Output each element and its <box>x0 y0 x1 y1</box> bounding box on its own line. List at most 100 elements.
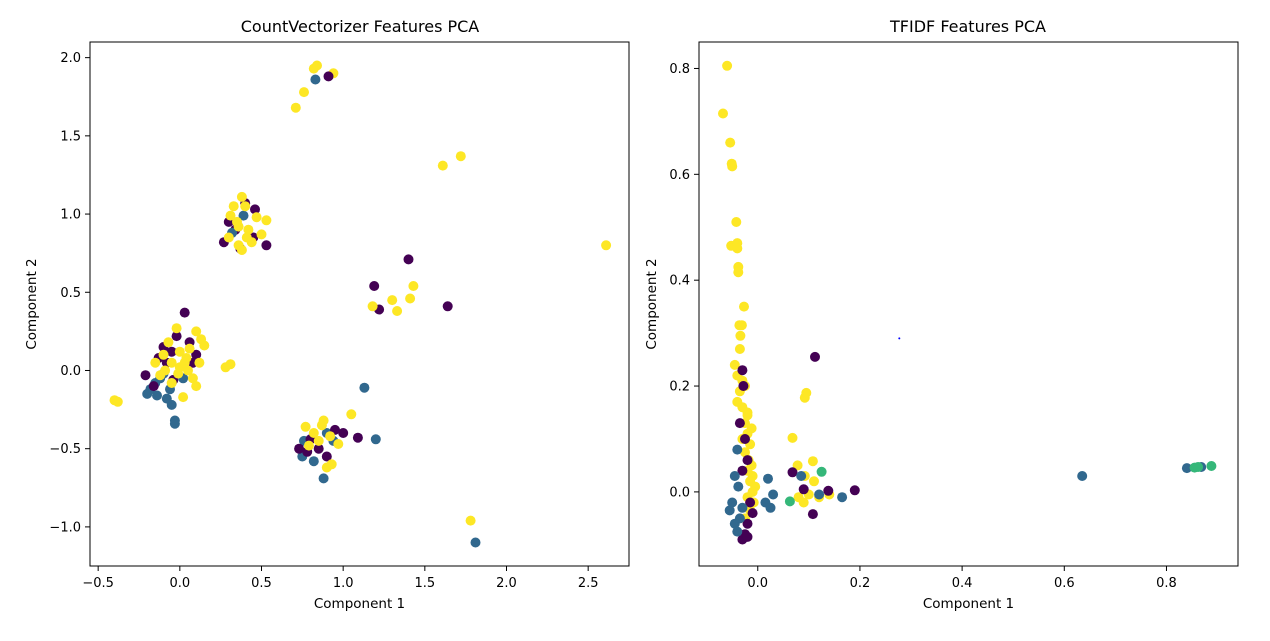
data-point <box>765 502 776 513</box>
y-tick-label: 1.0 <box>60 208 81 223</box>
data-point <box>387 295 398 306</box>
data-point <box>768 489 779 500</box>
data-point <box>739 301 749 312</box>
tfidf-pca-panel: TFIDF Features PCA 0.0 0.2 0.4 0.6 0.8 0.00.… <box>644 17 1239 612</box>
data-point <box>241 232 252 243</box>
axes-frame <box>89 41 630 567</box>
data-point <box>733 267 744 278</box>
data-point <box>346 409 357 420</box>
data-point <box>166 378 177 388</box>
data-point <box>236 245 247 255</box>
data-point <box>807 456 818 467</box>
data-point <box>784 496 795 507</box>
data-point <box>763 473 773 484</box>
data-point <box>742 531 753 542</box>
data-point <box>724 505 735 516</box>
x-tick-label: 1.0 <box>333 576 354 591</box>
data-point <box>727 497 738 508</box>
data-point <box>729 359 740 370</box>
data-point <box>251 212 262 223</box>
data-point <box>735 330 746 341</box>
y-tick-label: 0.0 <box>669 485 690 500</box>
y-axis-ticks: −1.0 −0.5 0.0 0.5 1.0 1.5 2.0 <box>49 51 90 535</box>
data-point <box>228 201 239 212</box>
data-point <box>1206 461 1217 471</box>
data-point <box>849 485 860 496</box>
data-point <box>243 224 254 235</box>
data-point <box>166 346 177 357</box>
data-point <box>392 306 403 316</box>
data-point <box>166 357 177 368</box>
data-point <box>318 415 329 426</box>
data-point <box>408 281 419 291</box>
data-point <box>403 254 414 265</box>
data-point <box>742 410 753 421</box>
data-point <box>225 210 236 221</box>
data-point <box>148 381 159 392</box>
data-point <box>809 476 819 487</box>
data-point <box>261 215 272 226</box>
x-tick-label: 0.5 <box>251 576 272 591</box>
data-point <box>184 343 195 354</box>
data-point <box>179 357 190 368</box>
data-point <box>313 443 324 454</box>
data-point <box>178 392 189 403</box>
data-point <box>740 434 750 444</box>
x-tick-label: 0.2 <box>850 576 871 591</box>
data-point <box>163 337 174 348</box>
x-tick-label: 0.6 <box>1054 576 1075 591</box>
y-tick-label: −1.0 <box>49 520 81 535</box>
x-tick-label: −0.5 <box>82 576 114 591</box>
data-point <box>308 456 319 467</box>
data-point <box>747 508 758 519</box>
data-point <box>405 293 416 304</box>
y-tick-label: 0.8 <box>669 62 690 77</box>
data-point <box>233 221 244 232</box>
data-point <box>738 381 749 391</box>
data-point <box>187 373 198 384</box>
data-point <box>737 465 748 476</box>
data-point <box>321 451 332 462</box>
y-tick-label: 0.0 <box>60 364 81 379</box>
data-point <box>736 320 747 331</box>
data-point <box>796 471 807 481</box>
data-point <box>465 515 476 526</box>
x-tick-label: 0.0 <box>169 576 190 591</box>
data-point <box>727 161 738 172</box>
data-point <box>183 365 193 376</box>
data-point <box>256 229 267 240</box>
plot-area <box>109 60 612 548</box>
data-point <box>173 368 184 379</box>
data-point <box>470 537 481 548</box>
data-point <box>179 307 190 318</box>
data-point <box>801 387 812 398</box>
y-tick-label: 0.6 <box>669 168 690 183</box>
y-tick-label: −0.5 <box>49 442 81 457</box>
data-point <box>323 71 334 82</box>
data-point <box>318 473 329 484</box>
data-point <box>160 365 171 376</box>
y-tick-label: 0.4 <box>669 274 690 289</box>
data-point <box>313 435 324 446</box>
data-point <box>745 497 756 508</box>
data-point <box>737 365 748 376</box>
y-axis-ticks: 0.0 0.2 0.4 0.6 0.8 <box>669 62 699 500</box>
axes-frame <box>698 41 1239 567</box>
data-point <box>729 471 740 481</box>
data-point <box>240 201 251 212</box>
data-point <box>732 243 743 254</box>
data-point <box>734 344 745 354</box>
data-point <box>299 87 309 98</box>
data-point <box>191 349 202 360</box>
data-point <box>300 421 311 432</box>
data-point <box>166 399 177 410</box>
data-point <box>742 455 753 466</box>
data-point <box>837 492 848 503</box>
y-axis-label: Component 2 <box>24 258 40 349</box>
data-point <box>816 466 827 477</box>
data-point <box>310 74 321 85</box>
data-point <box>807 509 818 520</box>
data-point <box>152 390 162 401</box>
